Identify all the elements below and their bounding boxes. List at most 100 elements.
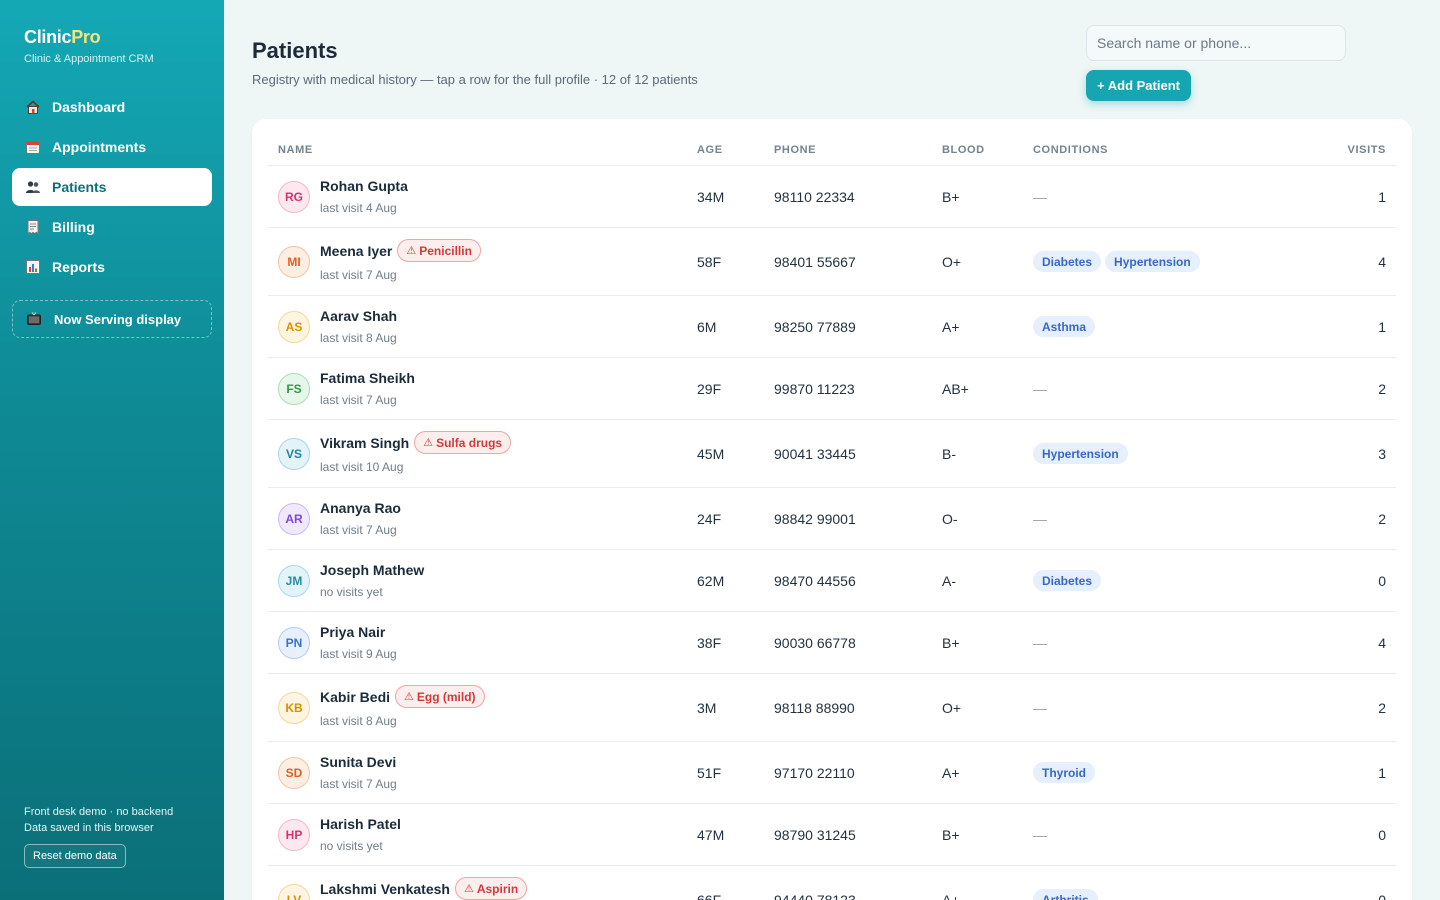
visits-count: 4 xyxy=(1378,635,1386,651)
blood-group-cell: A+ xyxy=(942,765,960,781)
reset-demo-data-button[interactable]: Reset demo data xyxy=(24,844,126,868)
nav-item-patients[interactable]: Patients xyxy=(12,168,212,206)
column-header-age[interactable]: AGE xyxy=(697,144,723,156)
age-cell: 62M xyxy=(697,573,725,589)
patient-name-cell: Joseph Mathew xyxy=(320,562,424,578)
column-header-visits[interactable]: VISITS xyxy=(1347,144,1386,156)
conditions-cell: Diabetes Hypertension xyxy=(1033,251,1204,272)
patient-name: Kabir Bedi xyxy=(320,688,391,705)
nav-item-appointments[interactable]: Appointments xyxy=(12,128,212,166)
table-row[interactable]: PN Priya Nair last visit 9 Aug 38F 90030 667… xyxy=(268,612,1396,674)
allergy-badge: ⚠ Sulfa drugs xyxy=(414,431,512,454)
conditions-cell: Arthritis xyxy=(1033,889,1102,900)
avatar: JM xyxy=(278,565,310,597)
patient-name-cell: Sunita Devi xyxy=(320,754,396,770)
avatar: VS xyxy=(278,438,310,470)
table-row[interactable]: KB Kabir Bedi ⚠ Egg (mild) last visit 8 Aug 3… xyxy=(268,674,1396,742)
last-visit: last visit 9 Aug xyxy=(320,647,397,661)
patient-name-cell: Vikram Singh ⚠ Sulfa drugs xyxy=(320,431,512,454)
phone-cell: 98790 31245 xyxy=(774,827,856,843)
table-row[interactable]: SD Sunita Devi last visit 7 Aug 51F 97170 22… xyxy=(268,742,1396,804)
blood-group-cell: O+ xyxy=(942,700,962,716)
last-visit: last visit 7 Aug xyxy=(320,393,397,407)
tv-icon xyxy=(25,311,42,328)
visits-count: 1 xyxy=(1378,189,1386,205)
table-row[interactable]: AS Aarav Shah last visit 8 Aug 6M 98250 7788… xyxy=(268,296,1396,358)
brand-logo[interactable]: ClinicPro xyxy=(24,27,101,48)
patient-name: Sunita Devi xyxy=(320,754,397,770)
table-row[interactable]: AR Ananya Rao last visit 7 Aug 24F 98842 990… xyxy=(268,488,1396,550)
phone-cell: 98118 88990 xyxy=(774,700,855,716)
table-row[interactable]: RG Rohan Gupta last visit 4 Aug 34M 98110 22… xyxy=(268,166,1396,228)
table-row[interactable]: HP Harish Patel no visits yet 47M 98790 3124… xyxy=(268,804,1396,866)
last-visit: last visit 7 Aug xyxy=(320,777,397,791)
table-row[interactable]: JM Joseph Mathew no visits yet 62M 98470 445… xyxy=(268,550,1396,612)
phone-cell: 98250 77889 xyxy=(774,319,856,335)
blood-group-cell: B+ xyxy=(942,635,960,651)
last-visit: last visit 8 Aug xyxy=(320,331,397,345)
avatar: AS xyxy=(278,311,310,343)
phone-cell: 98470 44556 xyxy=(774,573,856,589)
blood-group-cell: B+ xyxy=(942,827,960,843)
patient-name-cell: Kabir Bedi ⚠ Egg (mild) xyxy=(320,685,485,708)
patient-name: Priya Nair xyxy=(320,624,386,640)
people-icon xyxy=(24,179,41,196)
nav-item-dashboard[interactable]: Dashboard xyxy=(12,88,212,126)
last-visit: last visit 4 Aug xyxy=(320,201,397,215)
condition-chip: Thyroid xyxy=(1033,762,1095,783)
phone-cell: 98842 99001 xyxy=(774,511,856,527)
receipt-icon xyxy=(24,219,41,236)
table-row[interactable]: FS Fatima Sheikh last visit 7 Aug 29F 99870 … xyxy=(268,358,1396,420)
patient-name: Lakshmi Venkatesh xyxy=(320,880,450,897)
column-header-name[interactable]: NAME xyxy=(278,144,313,156)
patient-name: Vikram Singh xyxy=(320,434,410,451)
phone-cell: 98401 55667 xyxy=(774,254,856,270)
demo-note: Front desk demo · no backend xyxy=(24,806,174,818)
last-visit: last visit 7 Aug xyxy=(320,523,397,537)
patients-table-card: NAME AGE PHONE BLOOD CONDITIONS VISITS R… xyxy=(252,119,1412,900)
visits-count: 0 xyxy=(1378,827,1386,843)
last-visit: last visit 7 Aug xyxy=(320,268,397,282)
table-row[interactable]: MI Meena Iyer ⚠ Penicillin last visit 7 Aug 5… xyxy=(268,228,1396,296)
patient-name-cell: Rohan Gupta xyxy=(320,178,408,194)
column-header-phone[interactable]: PHONE xyxy=(774,144,817,156)
allergy-badge: ⚠ Egg (mild) xyxy=(395,685,485,708)
now-serving-display-button[interactable]: Now Serving display xyxy=(12,300,212,338)
age-cell: 38F xyxy=(697,635,722,651)
no-conditions-dash: — xyxy=(1033,381,1047,397)
allergy-badge: ⚠ Aspirin xyxy=(454,877,528,900)
blood-group-cell: O+ xyxy=(942,254,962,270)
bar-chart-icon xyxy=(24,259,41,276)
warning-icon: ⚠ xyxy=(423,437,434,449)
search-input[interactable] xyxy=(1086,25,1346,61)
patient-name-cell: Aarav Shah xyxy=(320,308,397,324)
visits-count: 2 xyxy=(1378,700,1386,716)
conditions-cell: Asthma xyxy=(1033,316,1099,337)
column-header-blood[interactable]: BLOOD xyxy=(942,144,985,156)
conditions-cell: Thyroid xyxy=(1033,762,1099,783)
patient-name-cell: Fatima Sheikh xyxy=(320,370,415,386)
visits-count: 0 xyxy=(1378,892,1386,900)
patient-name-cell: Lakshmi Venkatesh ⚠ Aspirin xyxy=(320,877,528,900)
table-row[interactable]: LV Lakshmi Venkatesh ⚠ Aspirin 66F 94440 7812… xyxy=(268,866,1396,900)
nav-item-reports[interactable]: Reports xyxy=(12,248,212,286)
brand-name: Clinic xyxy=(24,27,72,47)
last-visit: no visits yet xyxy=(320,839,383,853)
column-header-conditions[interactable]: CONDITIONS xyxy=(1033,144,1109,156)
nav-item-billing[interactable]: Billing xyxy=(12,208,212,246)
visits-count: 0 xyxy=(1378,573,1386,589)
avatar: HP xyxy=(278,819,310,851)
condition-chip: Diabetes xyxy=(1033,570,1102,591)
add-patient-button[interactable]: + Add Patient xyxy=(1086,70,1191,101)
sidebar-nav: Dashboard Appointments Patients Billing … xyxy=(12,88,212,288)
patient-name: Joseph Mathew xyxy=(320,562,425,578)
nav-label: Patients xyxy=(52,179,107,195)
visits-count: 2 xyxy=(1378,511,1386,527)
age-cell: 45M xyxy=(697,446,725,462)
nav-label: Reports xyxy=(52,259,105,275)
patient-name: Ananya Rao xyxy=(320,500,401,516)
phone-cell: 97170 22110 xyxy=(774,765,855,781)
table-row[interactable]: VS Vikram Singh ⚠ Sulfa drugs last visit 10 … xyxy=(268,420,1396,488)
condition-chip: Hypertension xyxy=(1105,251,1200,272)
patient-name-cell: Meena Iyer ⚠ Penicillin xyxy=(320,239,481,262)
